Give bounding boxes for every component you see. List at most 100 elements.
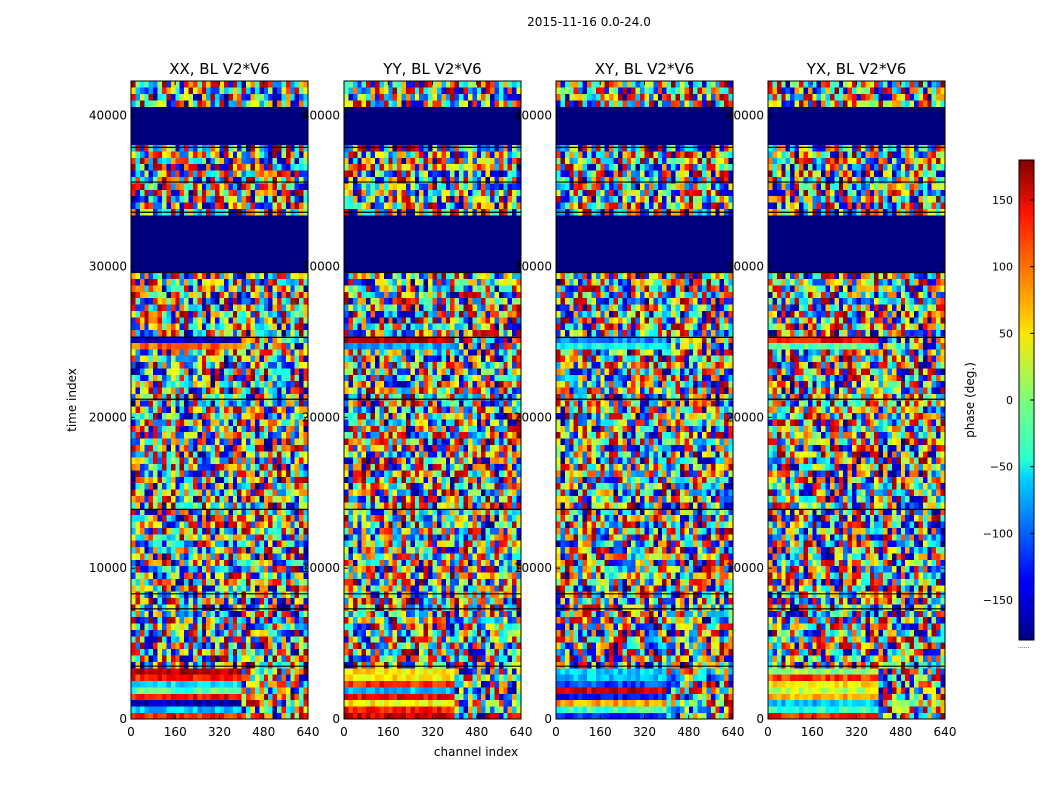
heatmap-cell — [193, 713, 198, 720]
heatmap-cell — [375, 585, 380, 592]
heatmap-cell — [220, 279, 225, 286]
heatmap-cell — [158, 81, 163, 88]
heatmap-cell — [268, 132, 273, 139]
heatmap-cell — [153, 598, 158, 605]
heatmap-cell — [486, 591, 491, 598]
heatmap-cell — [215, 355, 220, 362]
heatmap-cell — [184, 674, 189, 681]
heatmap-cell — [228, 636, 233, 643]
heatmap-cell — [233, 674, 238, 681]
heatmap-cell — [153, 642, 158, 649]
heatmap-cell — [228, 234, 233, 241]
heatmap-cell — [144, 189, 149, 196]
heatmap-cell — [246, 617, 251, 624]
heatmap-cell — [290, 311, 295, 318]
heatmap-cell — [281, 604, 286, 611]
heatmap-cell — [259, 330, 264, 337]
heatmap-cell — [158, 623, 163, 630]
heatmap-cell — [295, 630, 300, 637]
heatmap-cell — [348, 674, 353, 681]
heatmap-cell — [246, 432, 251, 439]
heatmap-cell — [299, 547, 304, 554]
heatmap-cell — [242, 540, 247, 547]
heatmap-cell — [299, 528, 304, 535]
heatmap-cell — [295, 438, 300, 445]
heatmap-cell — [503, 655, 508, 662]
heatmap-cell — [259, 323, 264, 330]
heatmap-cell — [149, 591, 154, 598]
heatmap-cell — [171, 662, 176, 669]
heatmap-cell — [508, 611, 513, 618]
heatmap-cell — [220, 668, 225, 675]
heatmap-cell — [259, 687, 264, 694]
heatmap-cell — [481, 642, 486, 649]
heatmap-cell — [220, 700, 225, 707]
heatmap-cell — [246, 81, 251, 88]
heatmap-cell — [144, 706, 149, 713]
heatmap-cell — [202, 579, 207, 586]
heatmap-cell — [162, 81, 167, 88]
heatmap-cell — [211, 560, 216, 567]
heatmap-cell — [424, 572, 429, 579]
heatmap-cell — [463, 572, 468, 579]
heatmap-cell — [246, 560, 251, 567]
heatmap-cell — [353, 713, 358, 720]
heatmap-cell — [366, 617, 371, 624]
heatmap-cell — [277, 202, 282, 209]
heatmap-cell — [149, 413, 154, 420]
heatmap-cell — [419, 598, 424, 605]
heatmap-cell — [290, 266, 295, 273]
heatmap-cell — [144, 451, 149, 458]
heatmap-cell — [259, 668, 264, 675]
heatmap-cell — [481, 706, 486, 713]
heatmap-cell — [268, 374, 273, 381]
heatmap-cell — [295, 419, 300, 426]
heatmap-cell — [388, 693, 393, 700]
heatmap-cell — [162, 413, 167, 420]
heatmap-cell — [158, 138, 163, 145]
heatmap-cell — [250, 158, 255, 165]
heatmap-cell — [428, 693, 433, 700]
heatmap-cell — [281, 713, 286, 720]
heatmap-cell — [273, 119, 278, 126]
heatmap-cell — [189, 611, 194, 618]
heatmap-cell — [494, 674, 499, 681]
heatmap-cell — [366, 623, 371, 630]
heatmap-cell — [233, 272, 238, 279]
panel-title: XX, BL V2*V6 — [169, 60, 270, 78]
heatmap-cell — [437, 713, 442, 720]
heatmap-cell — [153, 560, 158, 567]
heatmap-cell — [197, 630, 202, 637]
heatmap-cell — [393, 706, 398, 713]
heatmap-cell — [140, 304, 145, 311]
heatmap-cell — [158, 189, 163, 196]
heatmap-cell — [193, 579, 198, 586]
heatmap-cell — [273, 477, 278, 484]
heatmap-cell — [255, 126, 260, 133]
heatmap-cell — [255, 534, 260, 541]
heatmap-cell — [158, 540, 163, 547]
heatmap-cell — [140, 438, 145, 445]
heatmap-cell — [175, 228, 180, 235]
heatmap-cell — [144, 432, 149, 439]
heatmap-cell — [149, 119, 154, 126]
heatmap-cell — [175, 374, 180, 381]
heatmap-cell — [158, 502, 163, 509]
heatmap-cell — [233, 323, 238, 330]
heatmap-cell — [189, 502, 194, 509]
heatmap-cell — [189, 649, 194, 656]
heatmap-cell — [220, 107, 225, 114]
heatmap-cell — [197, 189, 202, 196]
heatmap-cell — [446, 566, 451, 573]
heatmap-cell — [264, 362, 269, 369]
heatmap-cell — [264, 317, 269, 324]
heatmap-cell — [259, 636, 264, 643]
heatmap-cell — [406, 572, 411, 579]
heatmap-cell — [286, 228, 291, 235]
heatmap-cell — [220, 687, 225, 694]
heatmap-cell — [140, 119, 145, 126]
heatmap-cell — [193, 94, 198, 101]
heatmap-cell — [366, 585, 371, 592]
heatmap-cell — [286, 247, 291, 254]
heatmap-cell — [277, 260, 282, 267]
